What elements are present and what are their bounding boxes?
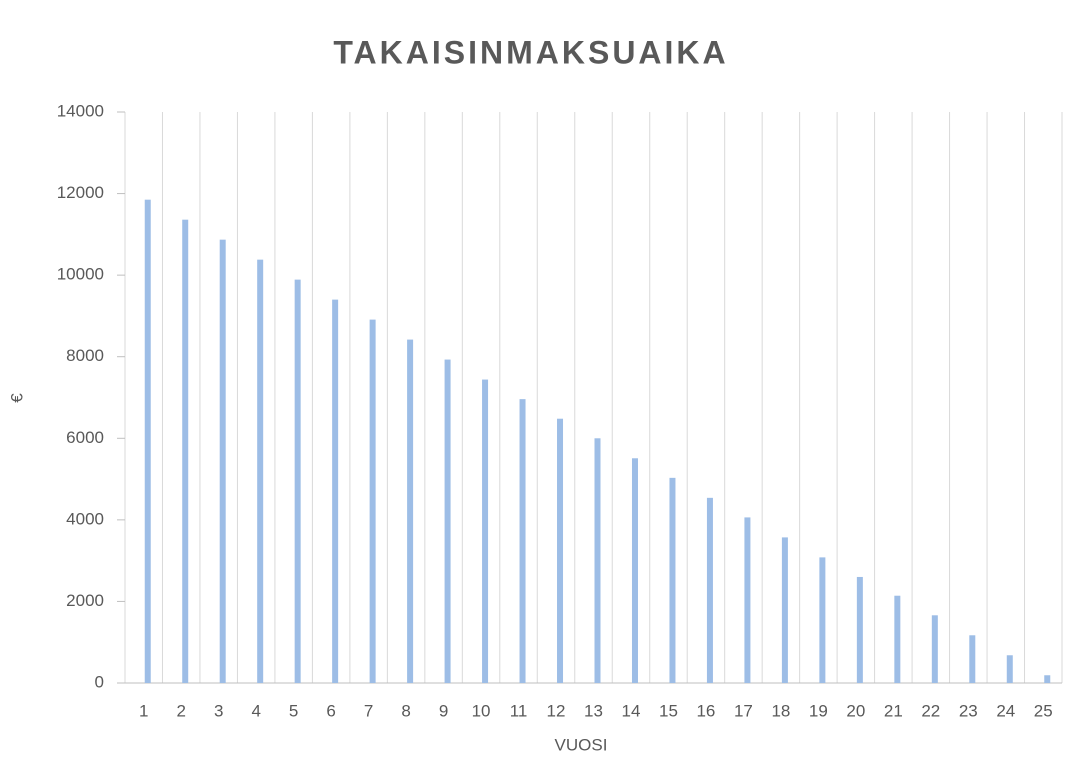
bar (744, 517, 751, 683)
bar (519, 399, 526, 683)
y-tick-label: 0 (95, 672, 104, 691)
x-tick-label: 2 (176, 701, 185, 720)
bar (969, 635, 976, 683)
x-tick-label: 5 (289, 701, 298, 720)
x-tick-label: 10 (472, 701, 491, 720)
x-tick-label: 11 (510, 701, 528, 720)
x-tick-label: 9 (439, 701, 448, 720)
x-tick-label: 19 (809, 701, 828, 720)
bar (1006, 655, 1013, 683)
y-tick-label: 10000 (57, 265, 104, 284)
bar (557, 418, 564, 683)
bar (894, 595, 901, 683)
x-tick-label: 14 (622, 701, 641, 720)
bar (444, 359, 451, 683)
x-tick-label: 18 (771, 701, 790, 720)
x-tick-label: 15 (659, 701, 678, 720)
x-tick-label: 24 (996, 701, 1015, 720)
bar (706, 497, 713, 683)
y-tick-label: 6000 (66, 428, 104, 447)
bar (294, 279, 301, 683)
x-tick-label: 4 (251, 701, 260, 720)
x-tick-label: 12 (547, 701, 566, 720)
bar (631, 458, 638, 683)
x-tick-label: 6 (326, 701, 335, 720)
bar (482, 379, 489, 683)
bar (856, 576, 863, 683)
x-axis-label: VUOSI (555, 735, 608, 754)
x-tick-label: 3 (214, 701, 223, 720)
bar (407, 339, 414, 683)
bar (182, 219, 189, 683)
x-tick-label: 17 (734, 701, 753, 720)
y-tick-label: 4000 (66, 509, 104, 528)
bar (332, 299, 339, 683)
x-tick-label: 22 (921, 701, 940, 720)
x-tick-label: 13 (584, 701, 603, 720)
y-axis-label: € (7, 393, 26, 403)
x-tick-label: 7 (364, 701, 373, 720)
bar (781, 537, 788, 683)
y-tick-label: 14000 (57, 101, 104, 120)
x-tick-label: 23 (959, 701, 978, 720)
x-tick-label: 20 (846, 701, 865, 720)
bar (931, 615, 938, 683)
x-tick-label: 16 (696, 701, 715, 720)
bar (1044, 675, 1051, 683)
bar (669, 477, 676, 683)
y-tick-label: 12000 (57, 183, 104, 202)
bar (257, 259, 264, 683)
bar (144, 199, 151, 684)
bar (819, 557, 826, 683)
y-tick-label: 2000 (66, 591, 104, 610)
bar (594, 438, 601, 683)
bar (369, 319, 376, 683)
y-tick-label: 8000 (66, 346, 104, 365)
x-tick-label: 1 (139, 701, 148, 720)
x-tick-label: 8 (401, 701, 410, 720)
chart-title: TAKAISINMAKSUAIKA (333, 34, 728, 70)
x-tick-label: 21 (884, 701, 903, 720)
bar (219, 239, 226, 683)
x-tick-label: 25 (1034, 701, 1053, 720)
